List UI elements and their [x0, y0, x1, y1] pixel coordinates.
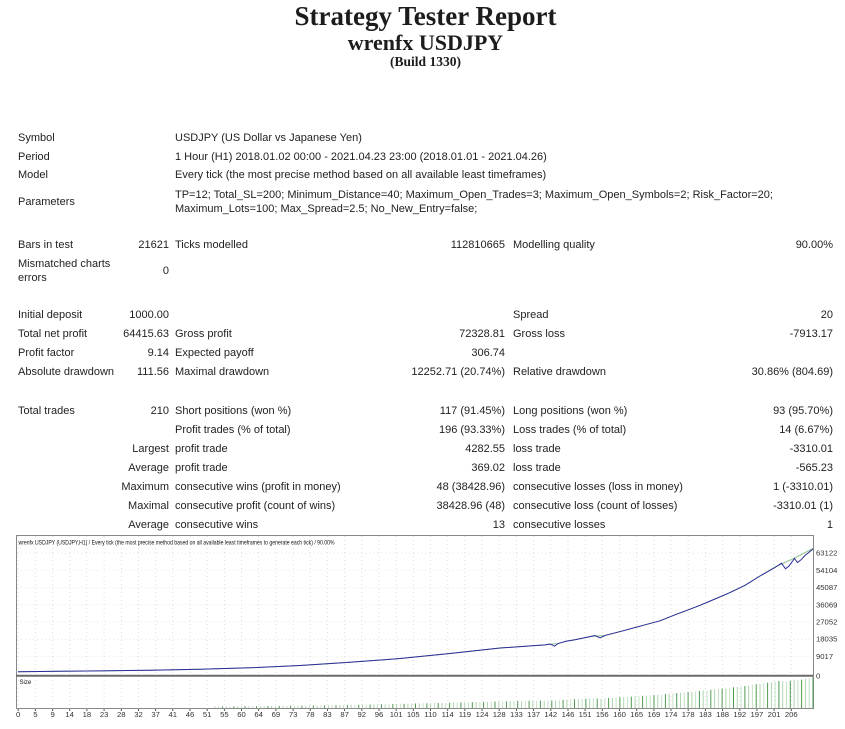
- svg-text:69: 69: [272, 710, 281, 719]
- svg-text:18: 18: [83, 710, 92, 719]
- svg-text:160: 160: [613, 710, 626, 719]
- svg-text:114: 114: [442, 710, 455, 719]
- svg-text:101: 101: [390, 710, 403, 719]
- svg-text:45087: 45087: [816, 583, 837, 592]
- svg-text:188: 188: [716, 710, 729, 719]
- svg-text:36069: 36069: [816, 600, 837, 609]
- svg-text:92: 92: [358, 710, 367, 719]
- svg-text:32: 32: [134, 710, 143, 719]
- svg-text:83: 83: [323, 710, 332, 719]
- svg-text:206: 206: [785, 710, 798, 719]
- svg-text:Size: Size: [20, 680, 32, 686]
- svg-text:133: 133: [510, 710, 523, 719]
- svg-text:0: 0: [16, 710, 20, 719]
- svg-text:37: 37: [151, 710, 160, 719]
- svg-text:63122: 63122: [816, 549, 837, 558]
- svg-text:124: 124: [476, 710, 490, 719]
- svg-text:137: 137: [527, 710, 540, 719]
- svg-text:14: 14: [65, 710, 74, 719]
- svg-text:156: 156: [596, 710, 609, 719]
- svg-text:51: 51: [203, 710, 212, 719]
- svg-text:151: 151: [579, 710, 592, 719]
- svg-text:192: 192: [733, 710, 746, 719]
- svg-text:23: 23: [100, 710, 109, 719]
- svg-text:178: 178: [682, 710, 695, 719]
- svg-text:5: 5: [33, 710, 37, 719]
- svg-text:87: 87: [340, 710, 349, 719]
- svg-text:9: 9: [50, 710, 54, 719]
- svg-text:73: 73: [289, 710, 298, 719]
- svg-text:46: 46: [186, 710, 195, 719]
- svg-text:105: 105: [407, 710, 420, 719]
- svg-text:128: 128: [493, 710, 506, 719]
- svg-text:60: 60: [237, 710, 246, 719]
- svg-text:18035: 18035: [816, 635, 837, 644]
- svg-text:0: 0: [816, 671, 820, 680]
- svg-text:41: 41: [169, 710, 178, 719]
- svg-text:78: 78: [306, 710, 315, 719]
- svg-text:64: 64: [254, 710, 263, 719]
- svg-text:27052: 27052: [816, 618, 837, 627]
- svg-text:197: 197: [750, 710, 763, 719]
- svg-text:165: 165: [630, 710, 643, 719]
- svg-text:28: 28: [117, 710, 126, 719]
- svg-text:9017: 9017: [816, 652, 833, 661]
- svg-text:201: 201: [768, 710, 781, 719]
- svg-text:169: 169: [647, 710, 660, 719]
- svg-text:183: 183: [699, 710, 712, 719]
- svg-text:110: 110: [424, 710, 436, 719]
- svg-text:96: 96: [375, 710, 384, 719]
- svg-text:119: 119: [459, 710, 471, 719]
- svg-text:174: 174: [665, 710, 679, 719]
- svg-text:54104: 54104: [816, 566, 838, 575]
- svg-text:wrenfx USDJPY (USDJPY,H1) / Ev: wrenfx USDJPY (USDJPY,H1) / Every tick (…: [18, 541, 335, 547]
- svg-text:55: 55: [220, 710, 229, 719]
- svg-text:146: 146: [562, 710, 575, 719]
- svg-text:142: 142: [544, 710, 557, 719]
